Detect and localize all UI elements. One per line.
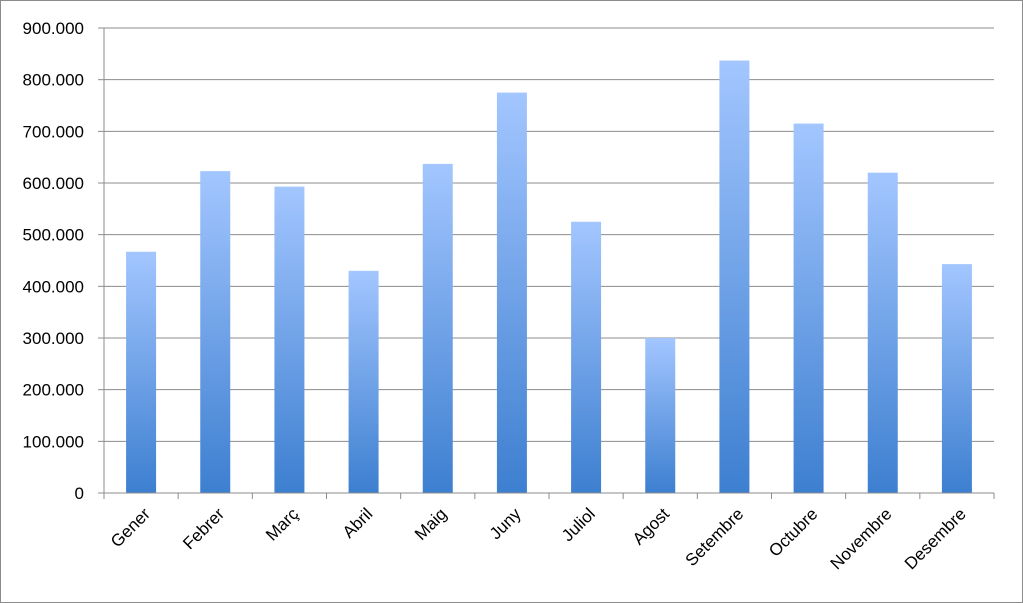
y-axis-tick-labels: 0 100.000 200.000 300.000 400.000 500.000 600.… bbox=[23, 19, 84, 503]
y-tick-label: 500.000 bbox=[23, 226, 84, 245]
y-tick-label: 100.000 bbox=[23, 432, 84, 451]
x-axis-tick-labels: Gener Febrer Març Abril Maig Juny Juliol Agost S… bbox=[107, 504, 970, 573]
x-tick-label: Octubre bbox=[765, 504, 821, 560]
y-tick-label: 400.000 bbox=[23, 277, 84, 296]
bar-abril bbox=[348, 270, 379, 493]
x-tick-label: Març bbox=[262, 504, 303, 545]
x-tick-label: Juny bbox=[486, 504, 525, 543]
y-tick-label: 700.000 bbox=[23, 122, 84, 141]
x-tick-label: Abril bbox=[339, 504, 376, 541]
y-tick-label: 300.000 bbox=[23, 329, 84, 348]
bar-agost bbox=[645, 338, 676, 493]
y-tick-label: 0 bbox=[75, 484, 84, 503]
y-tick-label: 800.000 bbox=[23, 71, 84, 90]
x-tick-label: Desembre bbox=[901, 504, 970, 573]
x-tick-label: Febrer bbox=[179, 504, 228, 553]
bar-novembre bbox=[867, 172, 898, 493]
x-tick-label: Juliol bbox=[558, 504, 599, 545]
x-tick-label: Gener bbox=[107, 504, 154, 551]
axes bbox=[103, 28, 995, 499]
x-tick-label: Setembre bbox=[682, 504, 748, 570]
gridlines bbox=[98, 27, 994, 494]
bar-setembre bbox=[719, 60, 750, 494]
bar-març bbox=[274, 186, 305, 493]
x-tick-label: Maig bbox=[411, 504, 450, 543]
bar-maig bbox=[422, 163, 453, 493]
bars bbox=[126, 60, 972, 494]
bar-juny bbox=[496, 92, 527, 493]
y-tick-label: 200.000 bbox=[23, 381, 84, 400]
bar-febrer bbox=[200, 171, 231, 493]
y-tick-label: 600.000 bbox=[23, 174, 84, 193]
bar-juliol bbox=[571, 221, 602, 493]
bar-desembre bbox=[941, 264, 972, 493]
bar-octubre bbox=[793, 123, 824, 493]
x-tick-label: Novembre bbox=[827, 504, 896, 573]
x-tick-label: Agost bbox=[629, 504, 673, 548]
bar-gener bbox=[126, 251, 157, 493]
y-tick-label: 900.000 bbox=[23, 19, 84, 38]
